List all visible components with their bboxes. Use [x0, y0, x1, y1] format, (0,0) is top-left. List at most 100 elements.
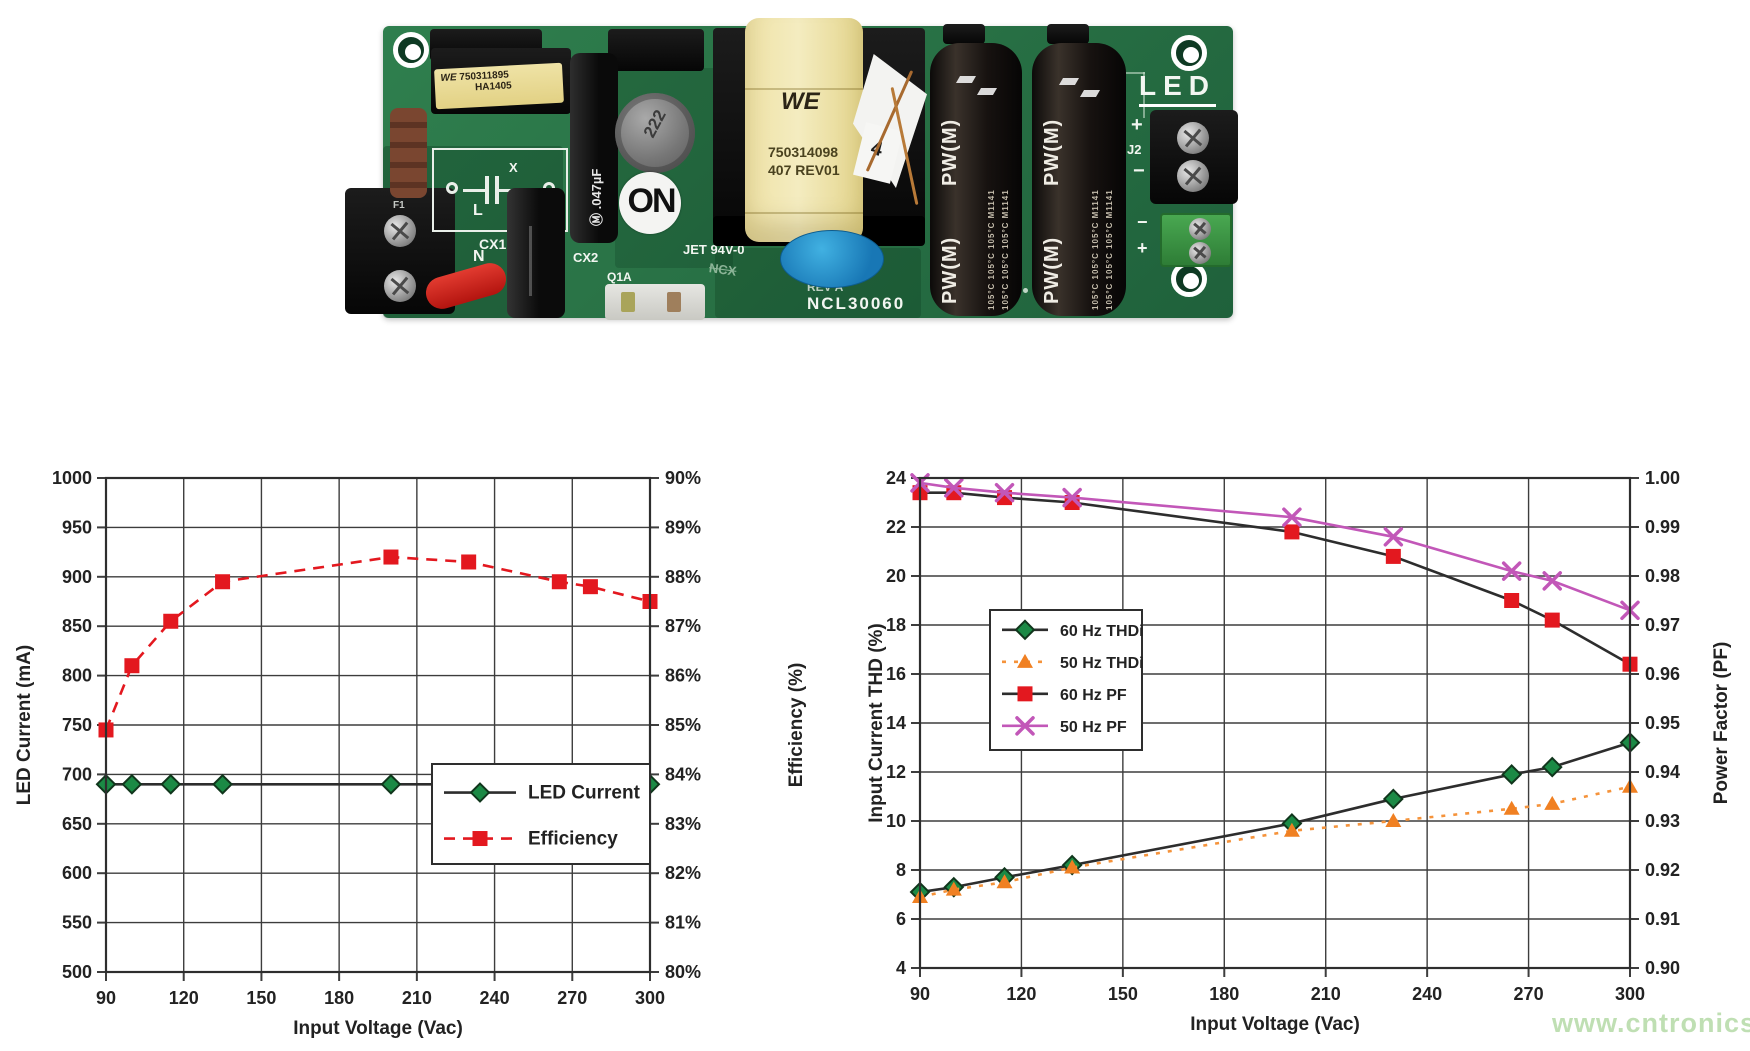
y-left-tick-label: 22: [886, 517, 906, 537]
bobbin-crease: [745, 212, 863, 214]
film-cap-marking: Ⓜ .047µF: [589, 168, 604, 226]
choke-label: WE 750311895 HA1405: [434, 62, 564, 110]
silkscreen-pad: [446, 182, 458, 194]
marker-diamond: [160, 773, 182, 795]
legend-label: 60 Hz THDi: [1060, 623, 1144, 640]
y-right-tick-label: 89%: [665, 517, 701, 537]
component-glare: [529, 226, 532, 296]
plot-border: [104, 476, 652, 974]
x-tick-label: 180: [1209, 984, 1239, 1004]
silkscreen-cx1: CX1: [479, 236, 507, 252]
x-tick-label: 210: [402, 988, 432, 1008]
marker-triangle: [1064, 859, 1081, 874]
y-right-tick-label: 81%: [665, 913, 701, 933]
marker-square: [215, 574, 231, 590]
cap-marking: PW(M): [1041, 118, 1063, 186]
y-right-tick-label: 0.95: [1645, 713, 1680, 733]
gridlines: [105, 477, 651, 973]
pcb-via: [1023, 288, 1028, 293]
cap-marking: PW(M): [1041, 236, 1063, 304]
marker-diamond: [1541, 756, 1563, 778]
cap-symbol: [495, 176, 499, 204]
x-tick-label: 150: [246, 988, 276, 1008]
marker-square: [163, 613, 179, 629]
watermark: www.cntronics.com: [1552, 1008, 1750, 1038]
y-right-tick-label: 83%: [665, 814, 701, 834]
y-left-tick-label: 500: [62, 962, 92, 982]
terminal-screw: [1177, 122, 1209, 154]
legend: 60 Hz THDi 50 Hz THDi 60 Hz PF 50 Hz PF: [989, 609, 1144, 751]
marker-diamond: [380, 773, 402, 795]
silkscreen-wire: [463, 189, 485, 192]
electrolytic-capacitor: [930, 43, 1022, 316]
y-left-tick-label: 4: [896, 958, 906, 978]
series-efficiency: [98, 549, 658, 738]
x-axis-title: Input Voltage (Vac): [1190, 1014, 1360, 1035]
y-right-tick-label: 0.99: [1645, 517, 1680, 537]
y-left-axis-title: Input Current THD (%): [866, 623, 887, 822]
y-right-tick-label: 0.96: [1645, 664, 1680, 684]
connector-pin: [667, 292, 681, 312]
marker-diamond: [469, 782, 491, 803]
y-left-tick-label: 20: [886, 566, 906, 586]
y-left-tick-label: 18: [886, 615, 906, 635]
y-right-tick-label: 0.97: [1645, 615, 1680, 635]
y-left-tick-label: 800: [62, 666, 92, 686]
chart-svg: 500 550 600 650 700 750 800 850 900 950 1000 80% 81%…: [14, 468, 807, 1039]
marker-x: [1383, 527, 1404, 547]
terminal-screw: [384, 215, 416, 247]
y-left-tick-label: 700: [62, 764, 92, 784]
y-left-tick-label: 600: [62, 863, 92, 883]
cap-marking: PW(M): [939, 118, 961, 186]
marker-x: [1282, 507, 1302, 527]
y-right-tick-label: 1.00: [1645, 468, 1680, 488]
mounting-hole: [393, 32, 429, 68]
connector-pin: [621, 292, 635, 312]
terminal-screw: [1177, 160, 1209, 192]
marker-diamond: [1014, 619, 1036, 641]
transformer-rev: 407 REV01: [768, 162, 840, 178]
marker-square: [1385, 548, 1401, 564]
x-tick-label: 120: [169, 988, 199, 1008]
fuse: [390, 108, 427, 198]
y-right-tick-label: 0.91: [1645, 909, 1680, 929]
silkscreen-minus: −: [1137, 212, 1148, 232]
legend-label: Efficiency: [528, 829, 618, 850]
marker-square: [551, 574, 567, 590]
silkscreen-line: L: [473, 202, 483, 219]
cap-marking: PW(M): [939, 236, 961, 304]
y-left-tick-label: 850: [62, 616, 92, 636]
marker-x: [944, 478, 964, 498]
y-left-tick-label: 16: [886, 664, 906, 684]
y-right-tick-label: 84%: [665, 764, 701, 784]
toroid-inductor: [615, 93, 695, 173]
plot-border: [918, 476, 1632, 970]
silkscreen-minus: −: [1133, 160, 1145, 182]
x-tick-label: 270: [557, 988, 587, 1008]
y-right-tick-label: 85%: [665, 715, 701, 735]
cap-symbol: [485, 176, 489, 204]
x-axis-title: Input Voltage (Vac): [293, 1018, 463, 1039]
y-right-tick-label: 0.98: [1645, 566, 1680, 586]
marker-diamond: [121, 773, 143, 795]
y-left-tick-label: 14: [886, 713, 906, 733]
y-left-tick-label: 650: [62, 814, 92, 834]
marker-x: [1015, 716, 1035, 736]
x-tick-label: 300: [635, 988, 665, 1008]
silkscreen-x: X: [509, 160, 518, 175]
marker-diamond: [1501, 764, 1523, 785]
marker-x: [1062, 487, 1082, 508]
on-logo-circle: [619, 172, 681, 234]
transformer-we-logo: WE: [781, 88, 820, 115]
terminal-screw: [1189, 218, 1211, 240]
bulk-component: [507, 188, 565, 318]
axis-ticks: 4 6 8 10 12 14 16 18 20 22 24 0.90 0.91 0.92 0.93 0.94 0…: [886, 468, 1680, 1004]
y-right-tick-label: 86%: [665, 666, 701, 686]
y-left-tick-label: 550: [62, 913, 92, 933]
silkscreen-j2: J2: [1127, 142, 1142, 157]
y-left-tick-label: 950: [62, 517, 92, 537]
y-right-tick-label: 0.92: [1645, 860, 1680, 880]
silkscreen-q1a: Q1A: [607, 270, 632, 284]
cap-clip: [943, 24, 985, 44]
